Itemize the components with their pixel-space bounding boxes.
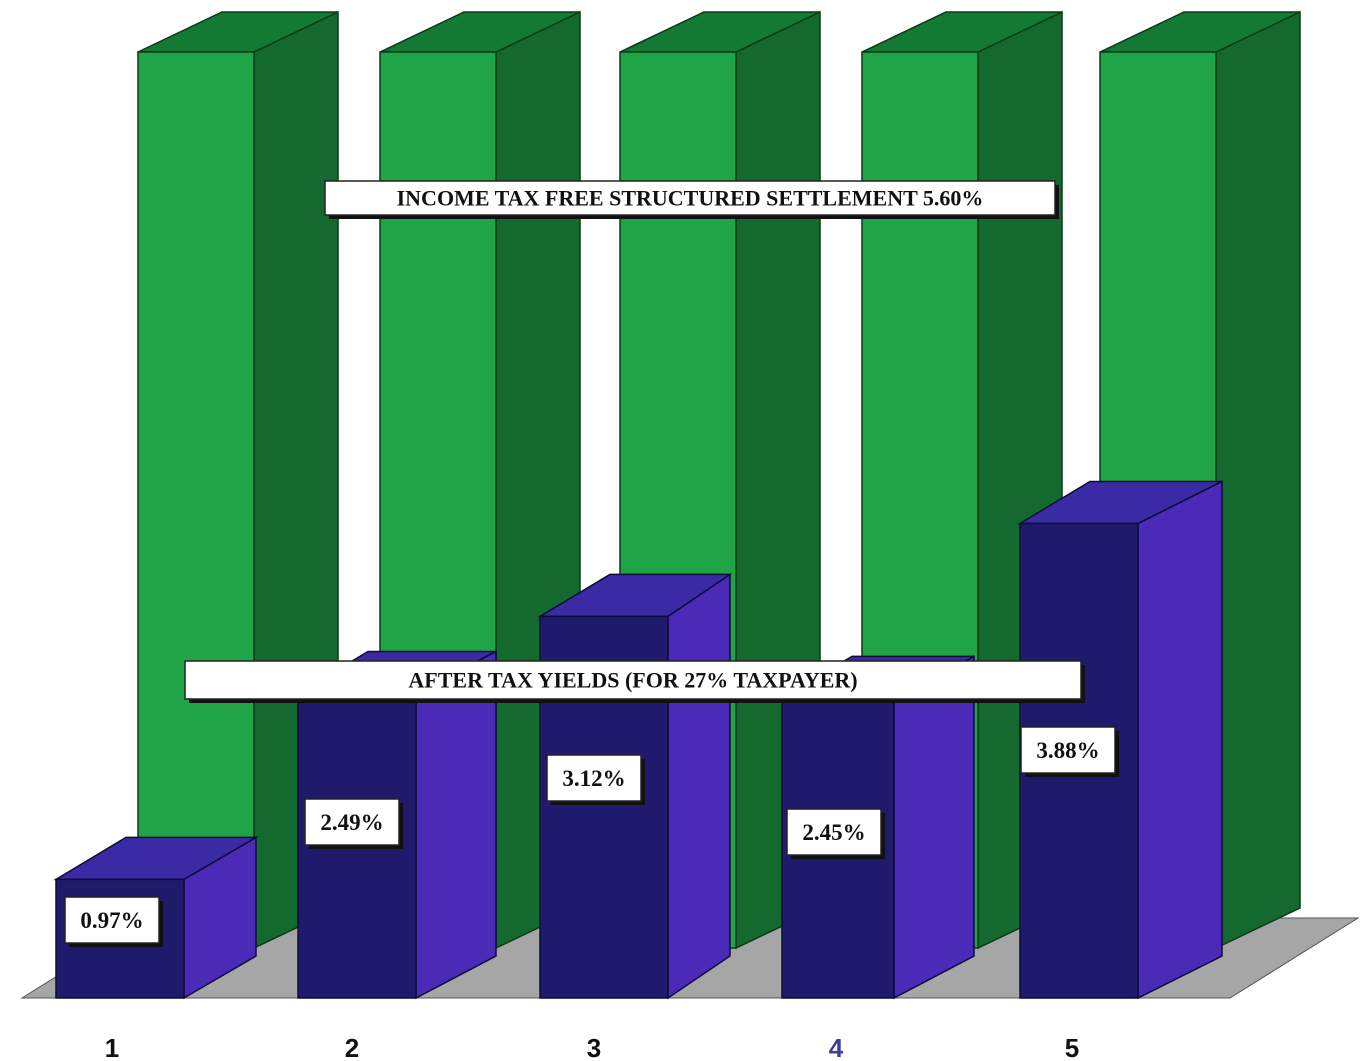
blue-series-label-text: AFTER TAX YIELDS (FOR 27% TAXPAYER) bbox=[408, 668, 857, 693]
category-label-1: 1 bbox=[105, 1033, 119, 1061]
category-label-4: 4 bbox=[829, 1033, 844, 1061]
data-label-5: 3.88% bbox=[1020, 726, 1119, 777]
blue-series-label: AFTER TAX YIELDS (FOR 27% TAXPAYER) bbox=[184, 660, 1085, 703]
green-series-label-text: INCOME TAX FREE STRUCTURED SETTLEMENT 5.… bbox=[397, 186, 984, 211]
data-label-4-text: 2.45% bbox=[802, 820, 865, 845]
data-label-1-text: 0.97% bbox=[80, 908, 143, 933]
data-label-2: 2.49% bbox=[304, 798, 403, 849]
data-label-4: 2.45% bbox=[786, 808, 885, 859]
category-label-3: 3 bbox=[587, 1033, 601, 1061]
data-label-3: 3.12% bbox=[546, 754, 645, 805]
data-label-2-text: 2.49% bbox=[320, 810, 383, 835]
category-label-2: 2 bbox=[345, 1033, 359, 1061]
green-series-label: INCOME TAX FREE STRUCTURED SETTLEMENT 5.… bbox=[324, 180, 1059, 219]
data-label-3-text: 3.12% bbox=[562, 766, 625, 791]
category-label-5: 5 bbox=[1065, 1033, 1079, 1061]
data-label-5-text: 3.88% bbox=[1036, 738, 1099, 763]
data-label-1: 0.97% bbox=[64, 896, 163, 947]
